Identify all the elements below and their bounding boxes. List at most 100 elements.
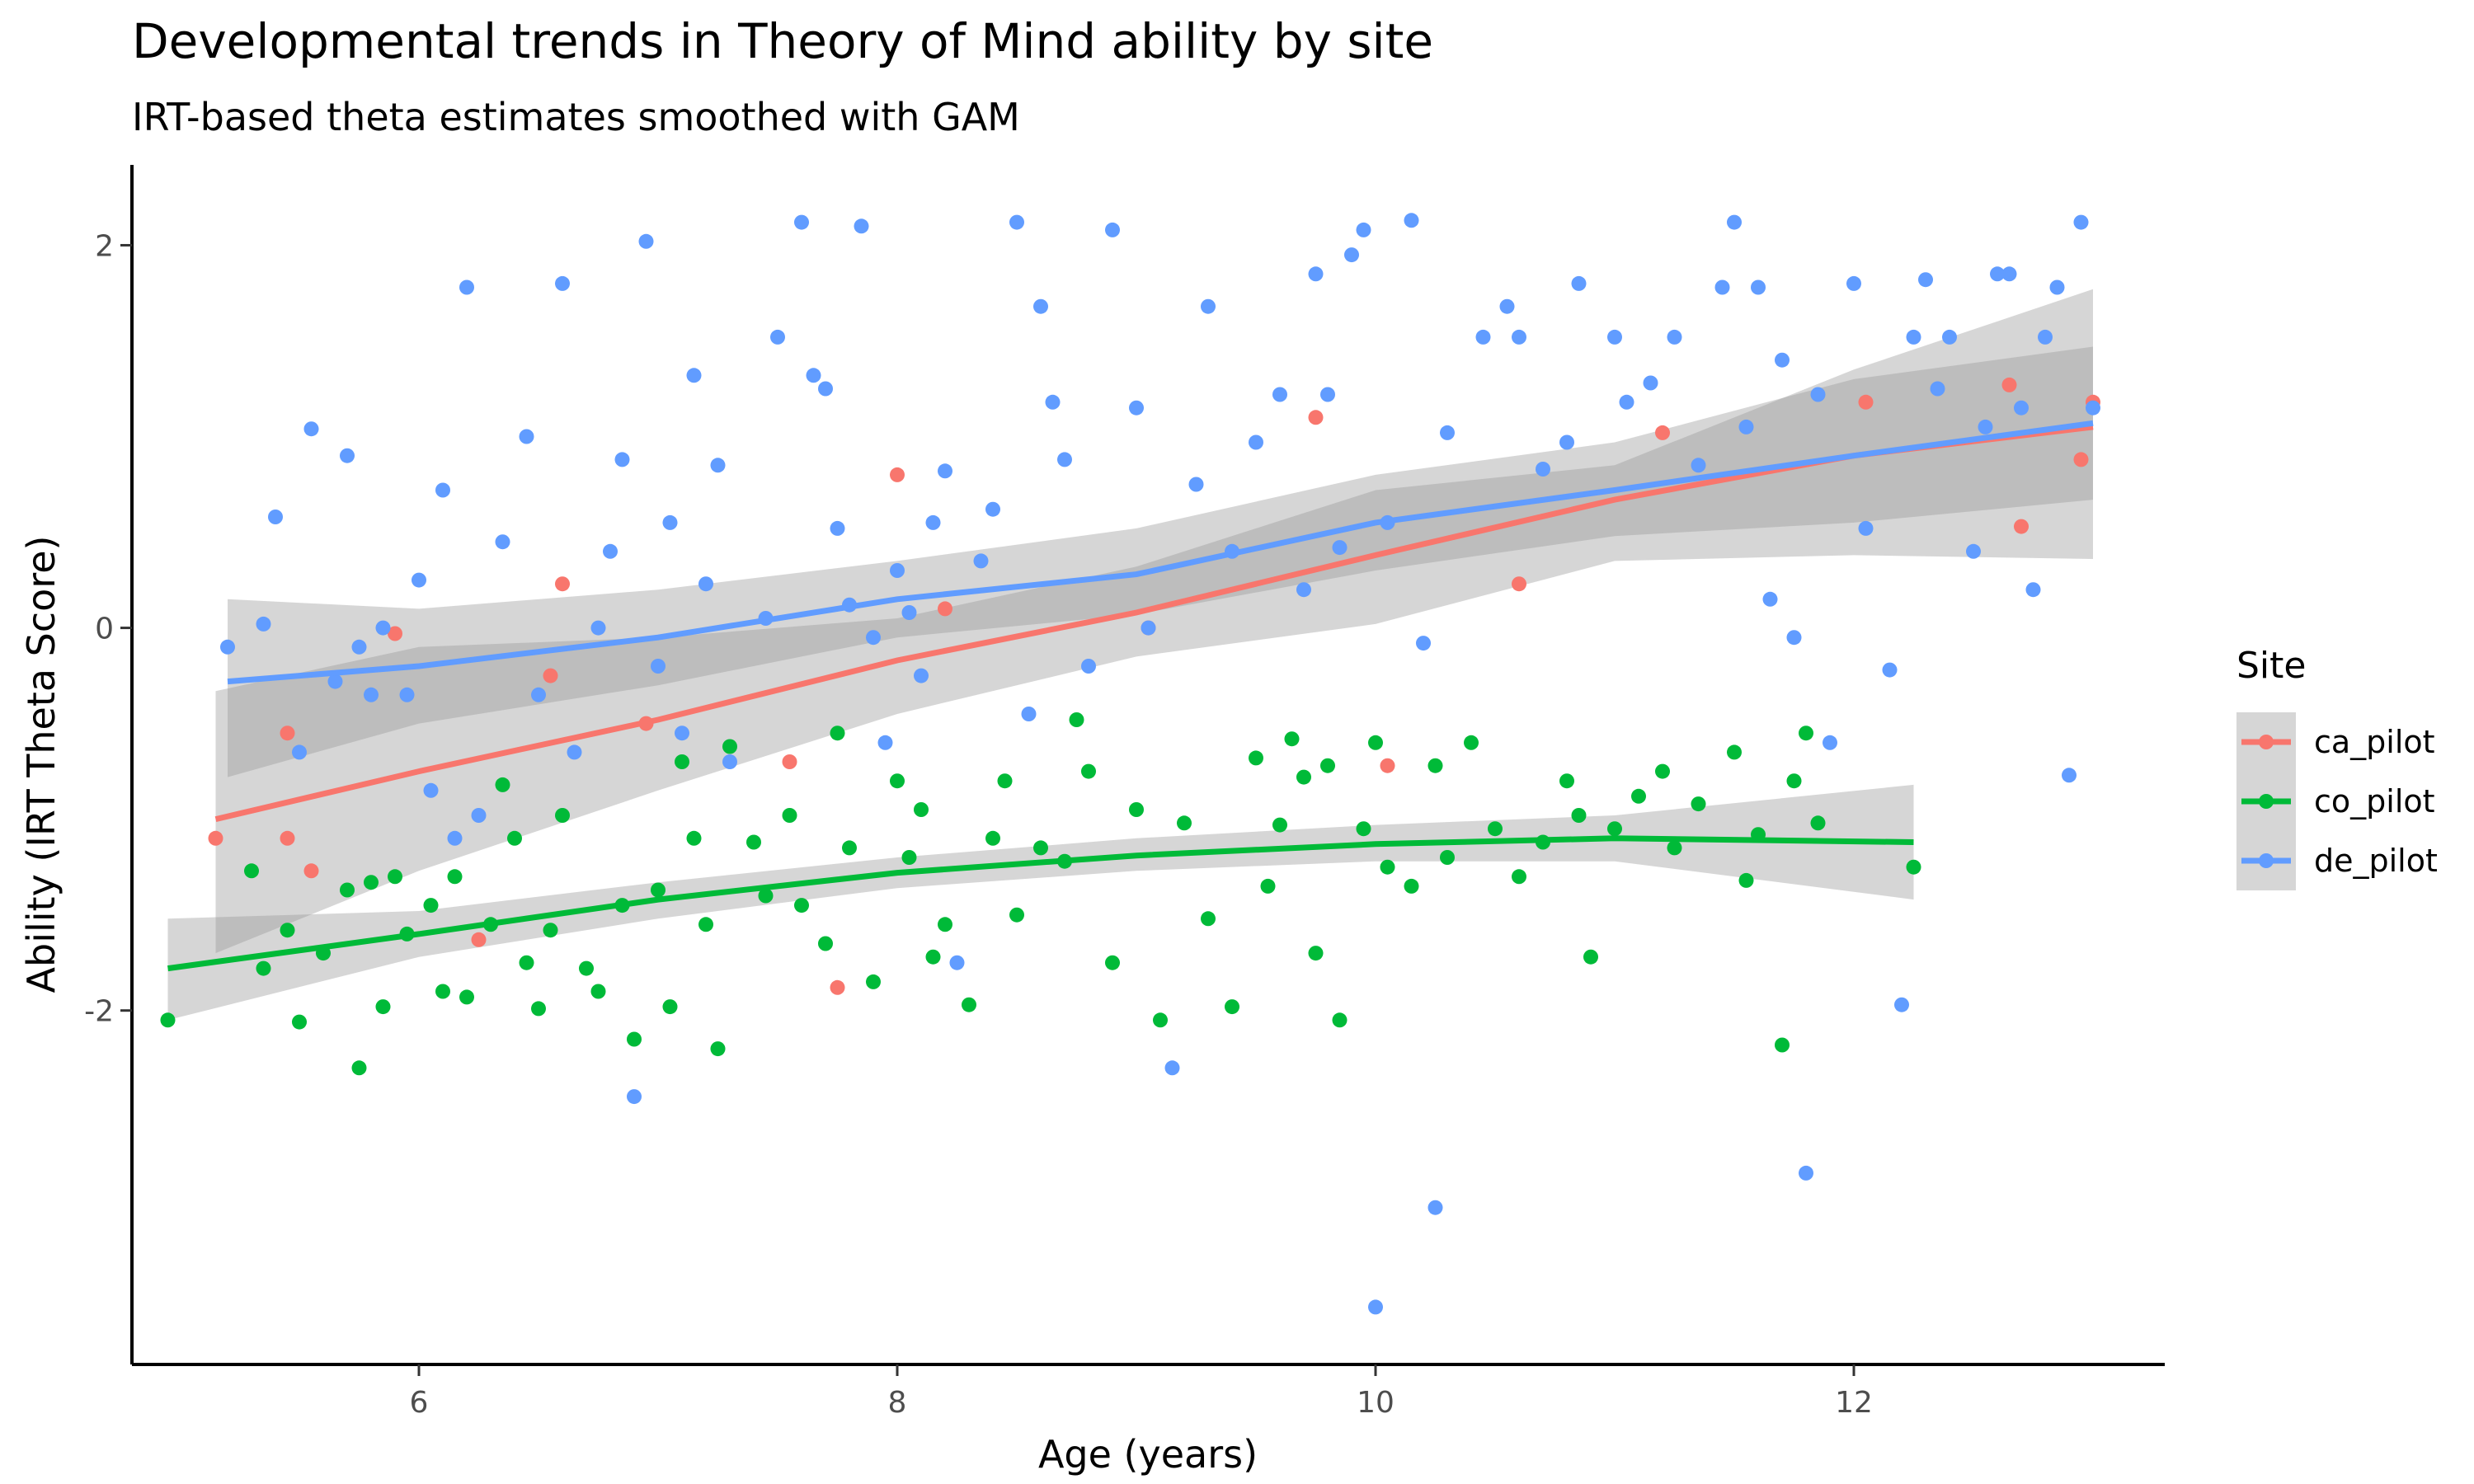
point-de_pilot — [1846, 275, 1861, 291]
data-points — [160, 213, 2100, 1315]
point-de_pilot — [1727, 214, 1742, 230]
point-de_pilot — [710, 458, 726, 473]
point-ca_pilot — [1655, 425, 1670, 440]
point-co_pilot — [1464, 735, 1479, 750]
point-de_pilot — [1571, 275, 1587, 291]
point-co_pilot — [830, 726, 845, 741]
point-co_pilot — [423, 898, 439, 913]
point-co_pilot — [1201, 911, 1216, 927]
point-co_pilot — [925, 949, 941, 965]
point-de_pilot — [1141, 620, 1156, 636]
point-de_pilot — [1356, 222, 1371, 237]
point-co_pilot — [782, 808, 797, 823]
point-co_pilot — [698, 917, 713, 932]
point-co_pilot — [866, 974, 881, 989]
point-de_pilot — [1619, 394, 1634, 410]
point-co_pilot — [1559, 773, 1574, 789]
point-co_pilot — [256, 960, 271, 976]
legend: Site ca_pilot co_pilot de_pilot — [2236, 645, 2438, 890]
point-ca_pilot — [2014, 519, 2029, 534]
point-de_pilot — [1906, 329, 1921, 345]
point-co_pilot — [758, 888, 774, 904]
point-de_pilot — [830, 520, 845, 536]
point-de_pilot — [412, 572, 426, 588]
point-ca_pilot — [1858, 394, 1874, 410]
point-de_pilot — [794, 214, 809, 230]
point-co_pilot — [375, 999, 391, 1015]
x-tick-label: 10 — [1357, 1386, 1395, 1420]
point-de_pilot — [1296, 582, 1311, 598]
band-ca_pilot — [215, 289, 2093, 954]
point-co_pilot — [1284, 731, 1300, 747]
point-co_pilot — [1404, 878, 1419, 894]
legend-label-de_pilot: de_pilot — [2314, 843, 2438, 879]
point-co_pilot — [794, 898, 809, 913]
point-co_pilot — [651, 882, 666, 898]
legend-label-ca_pilot: ca_pilot — [2314, 724, 2435, 760]
point-co_pilot — [1081, 763, 1096, 779]
point-ca_pilot — [471, 932, 487, 947]
fit-line-ca_pilot — [214, 424, 2094, 823]
point-de_pilot — [854, 218, 869, 234]
point-co_pilot — [1607, 821, 1622, 837]
point-de_pilot — [1057, 452, 1072, 467]
point-de_pilot — [925, 514, 941, 530]
point-de_pilot — [1201, 298, 1216, 314]
point-de_pilot — [1272, 387, 1287, 402]
point-de_pilot — [1081, 659, 1096, 674]
point-co_pilot — [1296, 769, 1311, 785]
point-co_pilot — [1655, 763, 1670, 779]
point-co_pilot — [351, 1060, 367, 1076]
point-de_pilot — [1512, 329, 1526, 345]
y-axis-label: Ability (IRT Theta Score) — [19, 536, 63, 993]
point-de_pilot — [1978, 419, 1993, 434]
point-de_pilot — [2073, 214, 2089, 230]
point-co_pilot — [890, 773, 905, 789]
point-de_pilot — [890, 563, 905, 578]
point-de_pilot — [1786, 630, 1802, 646]
point-de_pilot — [1942, 329, 1957, 345]
point-de_pilot — [614, 452, 630, 467]
point-de_pilot — [1882, 662, 1898, 678]
point-ca_pilot — [543, 668, 558, 683]
x-tick-label: 8 — [888, 1386, 907, 1420]
point-co_pilot — [997, 773, 1013, 789]
point-de_pilot — [914, 668, 929, 683]
point-ca_pilot — [555, 576, 570, 592]
chart-title: Developmental trends in Theory of Mind a… — [132, 13, 1433, 69]
point-de_pilot — [770, 329, 785, 345]
point-de_pilot — [256, 616, 271, 632]
point-de_pilot — [590, 620, 606, 636]
point-co_pilot — [627, 1031, 642, 1047]
legend-title: Site — [2236, 645, 2306, 687]
point-de_pilot — [1344, 247, 1359, 263]
point-de_pilot — [1990, 266, 2005, 282]
point-de_pilot — [1427, 1200, 1443, 1215]
point-de_pilot — [985, 501, 1000, 517]
point-de_pilot — [627, 1089, 642, 1105]
point-de_pilot — [1966, 543, 1981, 559]
point-de_pilot — [2001, 266, 2017, 282]
point-de_pilot — [1810, 387, 1826, 402]
point-de_pilot — [1894, 997, 1909, 1012]
point-de_pilot — [675, 726, 689, 741]
point-de_pilot — [1775, 352, 1790, 368]
point-ca_pilot — [1512, 576, 1526, 592]
point-co_pilot — [901, 850, 917, 865]
point-co_pilot — [579, 960, 594, 976]
point-de_pilot — [1368, 1299, 1383, 1315]
point-de_pilot — [1033, 298, 1048, 314]
point-co_pilot — [1786, 773, 1802, 789]
point-de_pilot — [686, 368, 702, 383]
point-co_pilot — [662, 999, 678, 1015]
legend-key-point — [2259, 735, 2274, 749]
point-de_pilot — [399, 687, 415, 702]
x-tick-label: 6 — [410, 1386, 429, 1420]
point-co_pilot — [1583, 949, 1598, 965]
point-co_pilot — [1906, 859, 1921, 875]
point-de_pilot — [1751, 279, 1766, 295]
point-de_pilot — [1536, 462, 1550, 477]
point-de_pilot — [1404, 213, 1419, 228]
point-de_pilot — [1021, 707, 1037, 721]
point-de_pilot — [1738, 419, 1754, 434]
